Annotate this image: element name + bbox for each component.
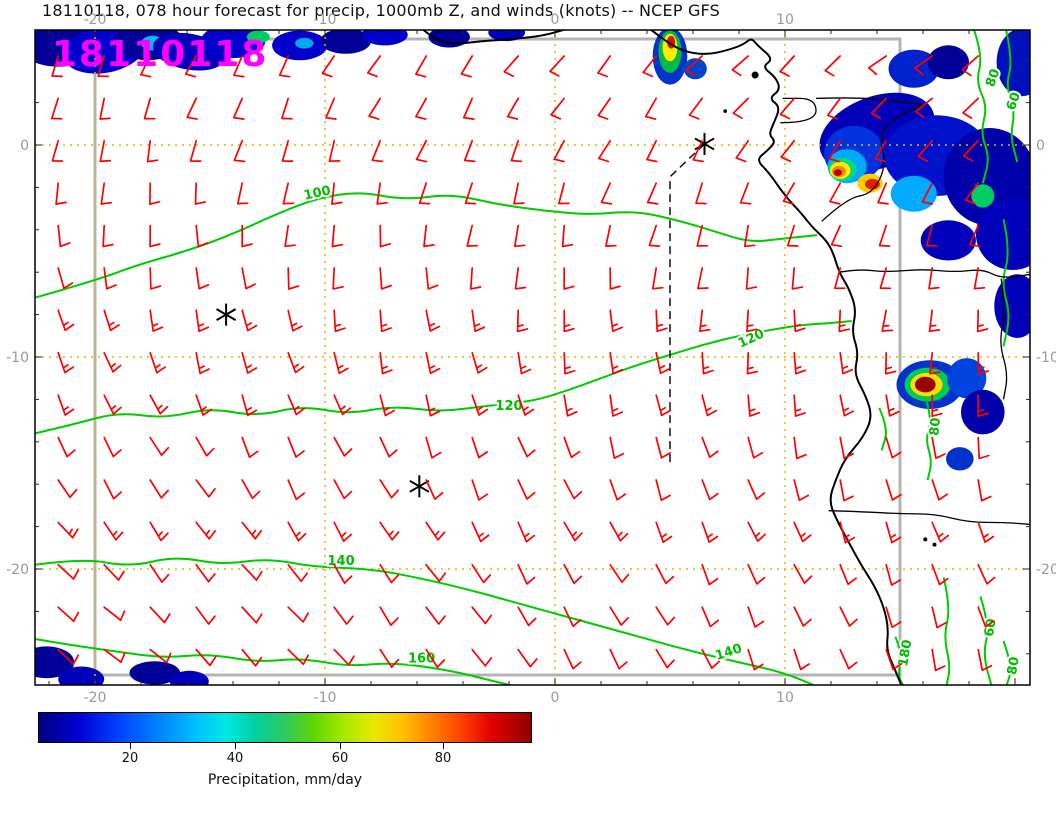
latlon-grid [35, 30, 1030, 685]
contour-label: 120 [495, 399, 522, 414]
asterisk-markers [216, 132, 715, 498]
axis-tick-label: 0 [1036, 138, 1045, 154]
axis-labels: -20 -20 -10 -10 0 0 10 10 0 0 -10 -10 -20 -20 [6, 12, 1056, 706]
axis-tick-label: -10 [314, 12, 337, 28]
colorbar-gradient [38, 712, 532, 743]
colorbar-tick-label: 60 [331, 751, 349, 766]
colorbar-tick-label: 40 [226, 751, 244, 766]
colorbar-tick [235, 743, 236, 749]
axis-tick-label: 10 [776, 690, 794, 706]
axis-tick-label: 10 [776, 12, 794, 28]
wind-barbs [50, 55, 996, 672]
colorbar-tick-label: 20 [121, 751, 139, 766]
axis-tick-label: -20 [6, 562, 29, 578]
axis-tick-label: -10 [314, 690, 337, 706]
axis-tick-label: -20 [84, 12, 107, 28]
colorbar-caption: Precipitation, mm/day [207, 772, 363, 788]
precip-colorbar: Precipitation, mm/day 20 40 60 80 [38, 712, 532, 792]
colorbar-tick [130, 743, 131, 749]
date-stamp: 18110118 [52, 34, 269, 75]
dashed-track [669, 143, 706, 468]
contour-label: 80 [927, 417, 944, 436]
axis-tick-label: 0 [551, 690, 560, 706]
axis-tick-label: -20 [1036, 562, 1056, 578]
axis-tick-label: 0 [551, 12, 560, 28]
axis-tick-label: -10 [6, 350, 29, 366]
precip-shading [35, 30, 1030, 685]
plot-title: 18110118, 078 hour forecast for precip, … [42, 1, 721, 20]
axis-tick-label: 0 [20, 138, 29, 154]
contour-label: 180 [896, 639, 915, 668]
colorbar-tick [340, 743, 341, 749]
axis-tick-label: -10 [1036, 350, 1056, 366]
colorbar-tick [443, 743, 444, 749]
contour-label: 80 [1005, 656, 1023, 676]
contour-label: 60 [982, 618, 1000, 638]
axis-tick-label: -20 [84, 690, 107, 706]
colorbar-tick-label: 80 [434, 751, 452, 766]
contour-label: 140 [328, 554, 355, 569]
axis-ticks [35, 30, 1030, 685]
